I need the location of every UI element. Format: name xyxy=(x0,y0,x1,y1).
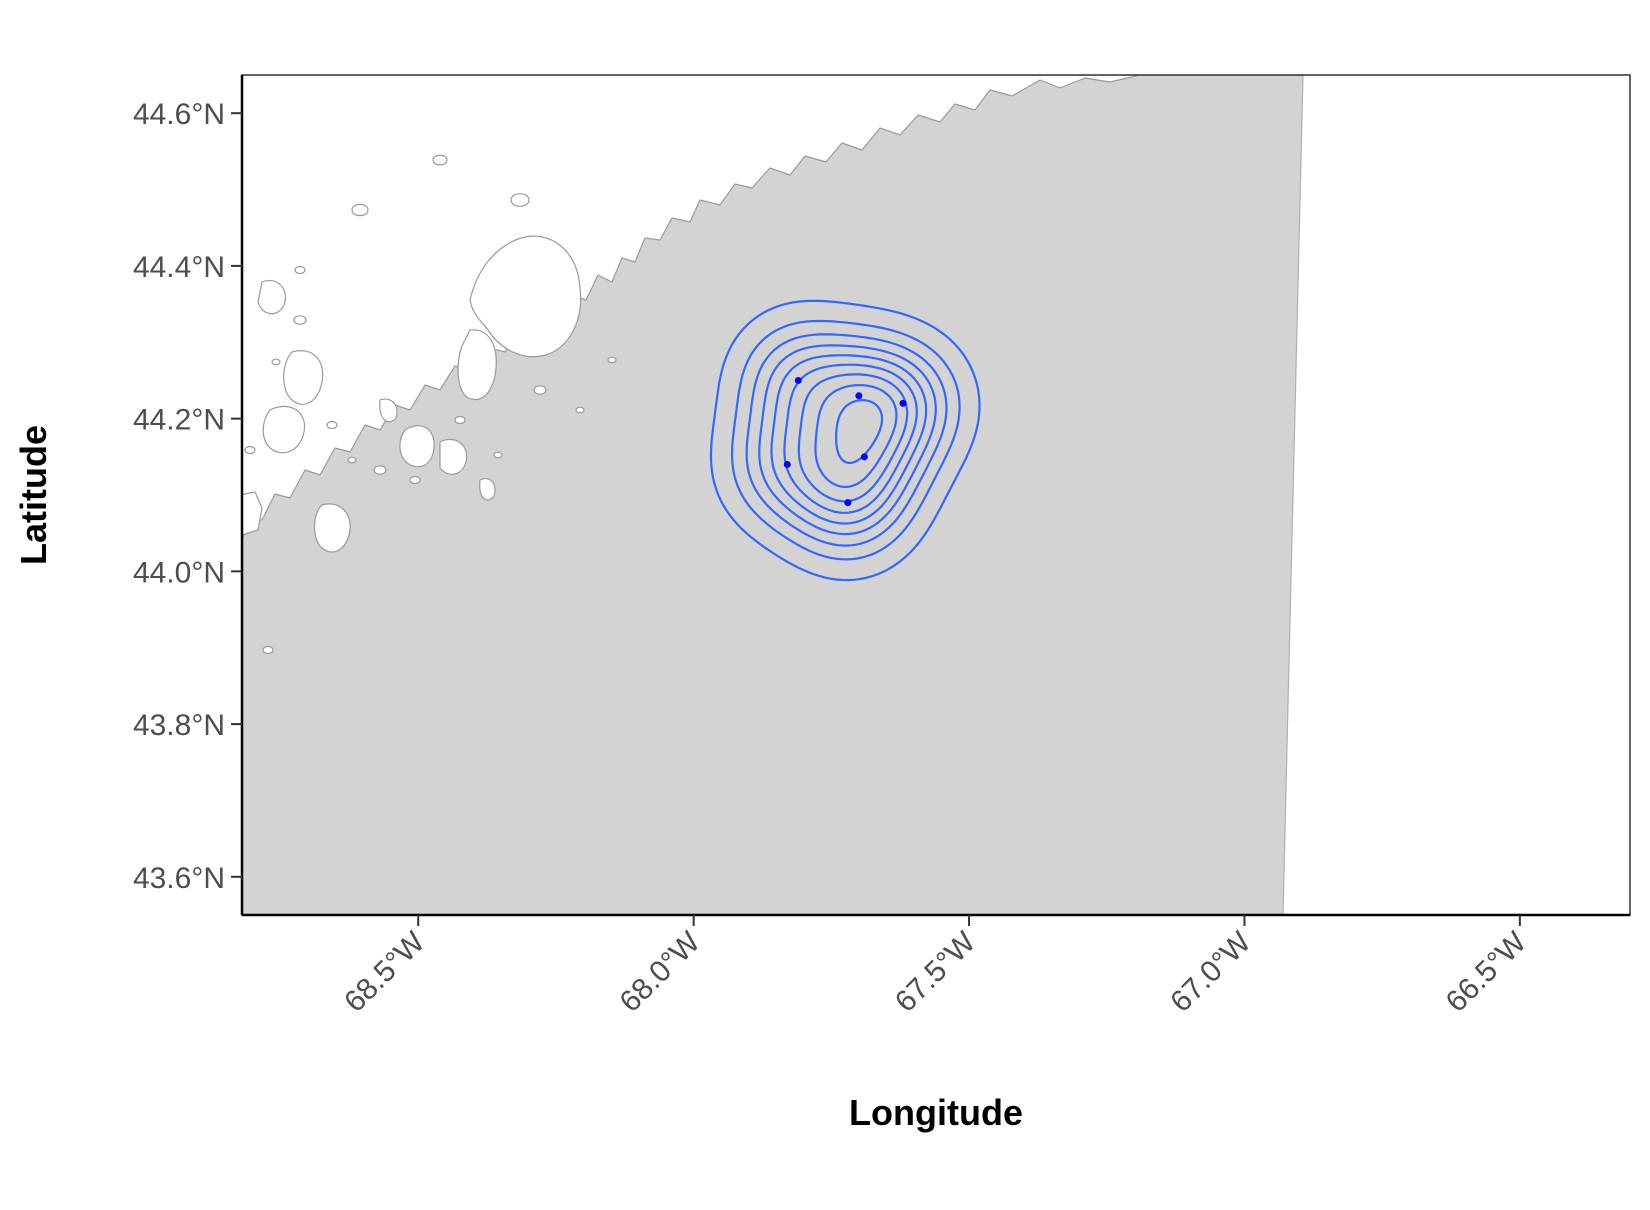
land-polygon xyxy=(479,478,496,501)
y-tick-label: 43.8°N xyxy=(133,709,225,742)
small-island xyxy=(575,406,585,414)
land-polygon xyxy=(262,405,306,454)
observation-point xyxy=(855,392,863,400)
y-tick-label: 44.6°N xyxy=(133,98,225,131)
x-tick-label: 67.5°W xyxy=(889,925,983,1019)
small-island xyxy=(533,385,547,395)
observation-point xyxy=(899,399,907,407)
x-tick-label: 67.0°W xyxy=(1164,925,1258,1019)
map-panel xyxy=(242,75,1630,915)
small-island xyxy=(244,445,256,455)
density-contour-line xyxy=(797,373,909,503)
small-island xyxy=(351,203,369,217)
density-contour-line xyxy=(835,398,884,465)
observation-point xyxy=(794,376,802,384)
small-island xyxy=(493,451,503,459)
land-polygon xyxy=(439,438,468,475)
small-island xyxy=(262,645,274,655)
density-contour-line xyxy=(770,354,928,525)
observation-points xyxy=(783,376,907,507)
y-tick-label: 43.6°N xyxy=(133,862,225,895)
land-polygon xyxy=(379,398,398,423)
density-contour-line xyxy=(814,384,898,488)
small-island xyxy=(271,358,281,366)
small-island xyxy=(326,420,338,430)
density-contour-line xyxy=(745,333,948,547)
x-axis-title: Longitude xyxy=(849,1092,1023,1133)
y-tick-label: 44.4°N xyxy=(133,251,225,284)
coastline-land xyxy=(242,75,1141,655)
density-contour-line xyxy=(731,319,961,561)
small-island xyxy=(409,475,421,485)
land-polygon xyxy=(469,235,582,358)
land-polygon xyxy=(313,503,351,553)
y-axis-ticks: 44.6°N 44.4°N 44.2°N 44.0°N 43.8°N 43.6°N xyxy=(133,98,242,895)
land-polygon xyxy=(242,491,263,536)
small-island xyxy=(510,193,530,207)
small-island xyxy=(373,465,387,475)
x-tick-label: 66.5°W xyxy=(1440,925,1534,1019)
density-contours xyxy=(709,299,981,582)
density-contour-line xyxy=(709,299,981,582)
land-polygon xyxy=(399,425,435,468)
y-tick-label: 44.2°N xyxy=(133,404,225,437)
land-polygon xyxy=(257,279,286,315)
observation-point xyxy=(860,453,868,461)
small-island xyxy=(347,456,357,464)
small-island xyxy=(454,415,466,425)
observation-point xyxy=(844,499,852,507)
small-island xyxy=(432,154,448,166)
small-island xyxy=(294,265,306,275)
land-polygon xyxy=(283,350,324,405)
x-axis-ticks: 68.5°W 68.0°W 67.5°W 67.0°W 66.5°W xyxy=(338,915,1533,1019)
y-tick-label: 44.0°N xyxy=(133,556,225,589)
density-contour-line xyxy=(783,363,918,514)
y-axis-title: Latitude xyxy=(13,425,54,565)
x-tick-label: 68.0°W xyxy=(613,925,707,1019)
x-tick-label: 68.5°W xyxy=(338,925,432,1019)
small-island xyxy=(293,315,307,325)
land-polygon xyxy=(242,75,1141,541)
density-contour-line xyxy=(758,344,937,536)
small-island xyxy=(607,356,617,364)
observation-point xyxy=(783,460,791,468)
land-polygon xyxy=(457,329,497,401)
